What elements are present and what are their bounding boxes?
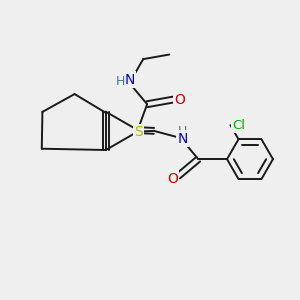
Text: Cl: Cl <box>232 119 245 132</box>
Text: N: N <box>178 132 188 145</box>
Text: S: S <box>134 125 143 139</box>
Text: H: H <box>115 75 125 88</box>
Text: H: H <box>177 125 187 138</box>
Text: O: O <box>174 93 185 106</box>
Text: O: O <box>167 172 178 185</box>
Text: N: N <box>124 73 135 86</box>
